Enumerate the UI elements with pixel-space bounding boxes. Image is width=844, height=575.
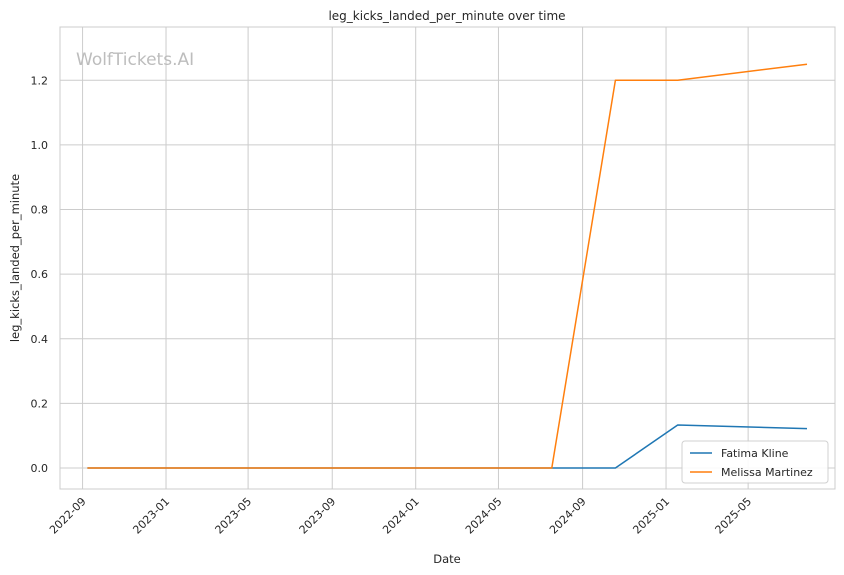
x-tick-label: 2024-05 (463, 495, 505, 537)
y-tick-label: 0.6 (31, 268, 49, 281)
y-tick-label: 0.2 (31, 397, 49, 410)
watermark: WolfTickets.AI (76, 50, 194, 70)
x-tick-label: 2025-01 (630, 495, 672, 537)
x-tick-label: 2022-09 (47, 495, 89, 537)
x-tick-label: 2025-05 (713, 495, 755, 537)
chart-title: leg_kicks_landed_per_minute over time (328, 9, 565, 23)
y-tick-label: 1.2 (31, 74, 49, 87)
y-tick-label: 0.0 (31, 462, 49, 475)
x-gridlines (82, 27, 749, 489)
series-line-melissa-martinez (87, 63, 808, 469)
x-tick-label: 2023-05 (213, 495, 255, 537)
y-tick-labels: 0.0 0.2 0.4 0.6 0.8 1.0 1.2 (31, 74, 49, 475)
x-tick-labels: 2022-09 2023-01 2023-05 2023-09 2024-01 2024-… (47, 495, 754, 537)
legend-label-melissa-martinez: Melissa Martinez (721, 466, 813, 479)
x-tick-label: 2024-01 (380, 495, 422, 537)
x-tick-label: 2023-01 (130, 495, 172, 537)
legend-label-fatima-kline: Fatima Kline (721, 447, 789, 460)
legend: Fatima Kline Melissa Martinez (681, 440, 829, 484)
legend-box (681, 440, 829, 484)
y-tick-label: 0.8 (31, 204, 49, 217)
x-tick-label: 2024-09 (547, 495, 589, 537)
series-lines (87, 63, 808, 469)
plot-area (59, 26, 836, 490)
y-tick-label: 1.0 (31, 139, 49, 152)
x-axis-label: Date (433, 552, 461, 566)
y-tick-label: 0.4 (31, 333, 49, 346)
x-tick-label: 2023-09 (297, 495, 339, 537)
y-axis-label: leg_kicks_landed_per_minute (8, 174, 22, 342)
